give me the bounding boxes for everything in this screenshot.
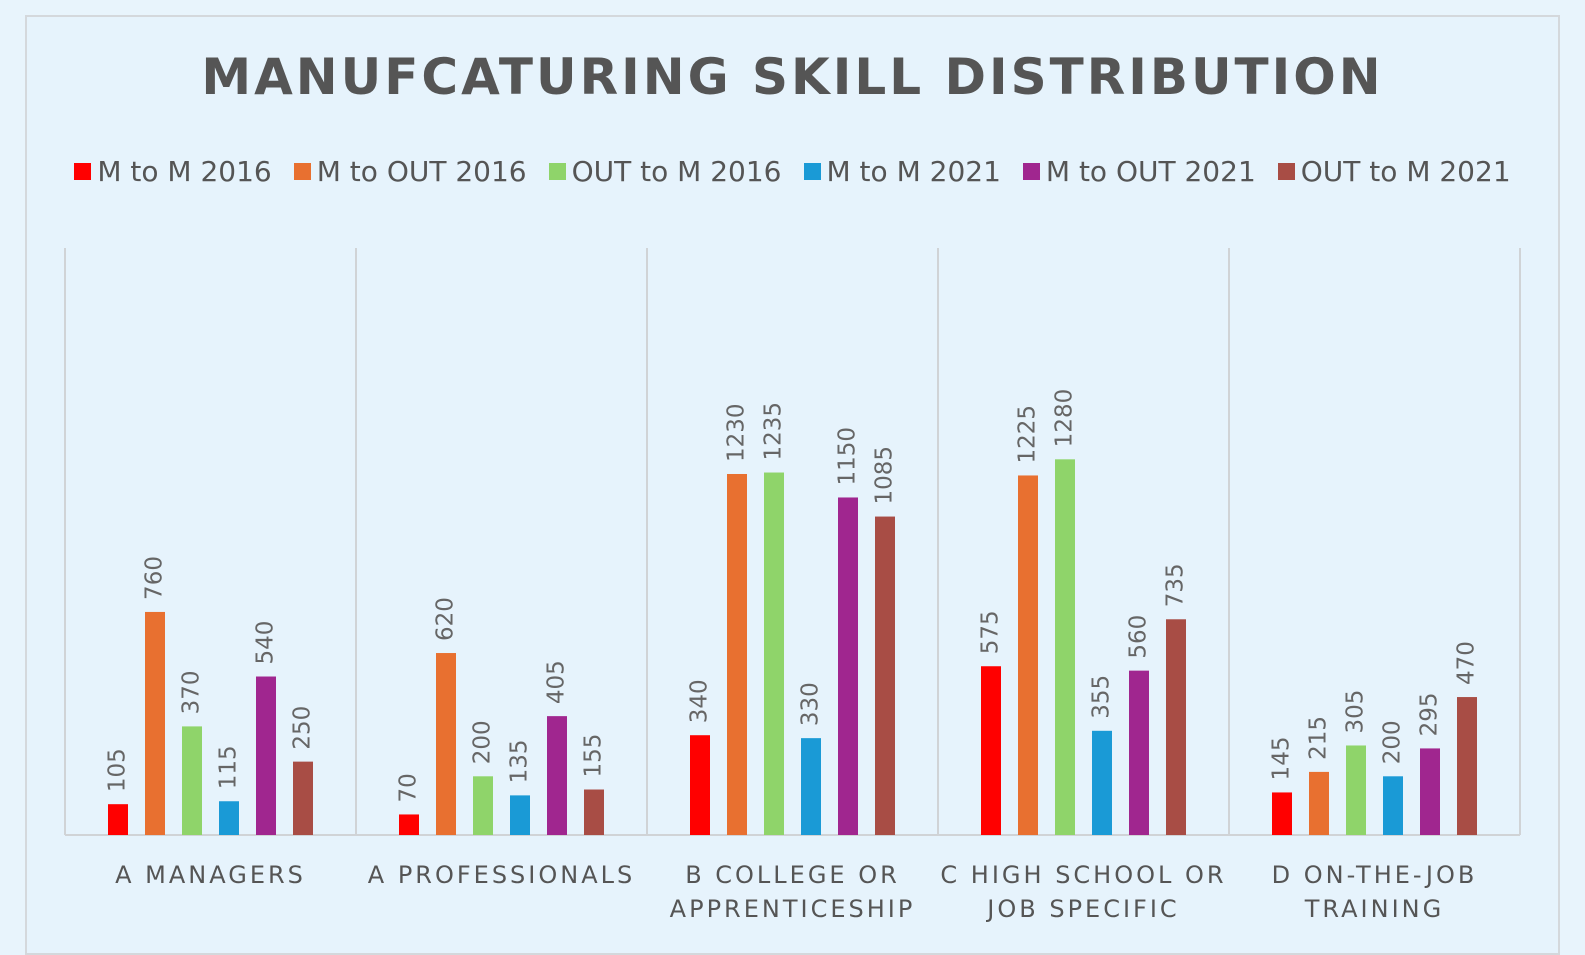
data-label: 405 [544,660,570,704]
x-tick-label: D ON-THE-JOB TRAINING [1271,861,1478,923]
data-label: 355 [1089,675,1115,719]
data-label: 1085 [872,446,898,505]
bar [690,735,710,835]
data-label: 305 [1343,690,1369,734]
bar [1092,730,1112,835]
bar [1018,475,1038,835]
bar [1383,776,1403,835]
legend-item: M to OUT 2021 [1022,155,1256,188]
data-label: 200 [1380,720,1406,764]
legend-swatch [293,163,311,180]
data-label: 735 [1163,563,1189,607]
legend-item: M to M 2016 [74,155,272,188]
data-label: 1235 [761,402,787,461]
data-label: 1280 [1052,389,1078,448]
legend-swatch [1022,163,1040,180]
bar [1166,619,1186,835]
legend-label: M to OUT 2016 [316,155,527,188]
data-label: 575 [978,610,1004,654]
data-label: 250 [290,706,316,750]
bar [256,676,276,835]
data-label: 200 [470,720,496,764]
x-tick-label: A PROFESSIONALS [367,861,636,889]
bar [1420,748,1440,835]
bar [510,795,530,835]
legend-swatch [803,163,821,180]
data-label: 340 [687,679,713,723]
x-tick-label: C HIGH SCHOOL OR JOB SPECIFIC [940,861,1227,923]
data-label: 560 [1126,615,1152,659]
bar [473,776,493,835]
legend-swatch [74,163,92,180]
data-label: 540 [253,621,279,665]
data-label: 115 [216,745,242,789]
bar [727,473,747,835]
data-label: 105 [105,748,131,792]
data-label: 70 [396,773,422,802]
data-label: 330 [798,682,824,726]
bar [801,738,821,835]
x-tick-label: A MANAGERS [115,861,306,889]
bar [875,516,895,835]
legend-label: OUT to M 2016 [571,155,782,188]
legend: M to M 2016 M to OUT 2016 OUT to M 2016 M t… [0,155,1585,188]
bar [219,801,239,835]
legend-swatch [548,163,566,180]
bar [981,666,1001,835]
bar [182,726,202,835]
data-label: 145 [1269,737,1295,781]
bar [1346,745,1366,835]
bar [399,814,419,835]
legend-swatch [1277,163,1295,180]
legend-label: OUT to M 2021 [1300,155,1511,188]
data-label: 1230 [724,403,750,462]
bar [584,789,604,835]
x-tick-label: B COLLEGE OR APPRENTICESHIP [669,861,916,923]
bar [838,497,858,835]
legend-item: M to OUT 2016 [293,155,527,188]
bar [1457,697,1477,835]
data-label: 215 [1306,716,1332,760]
legend-item: OUT to M 2016 [548,155,782,188]
data-label: 155 [581,734,607,778]
data-label: 135 [507,739,533,783]
chart-title: MANUFCATURING SKILL DISTRIBUTION [201,48,1384,106]
bar [1129,670,1149,835]
data-label: 1150 [835,427,861,486]
data-label: 370 [179,670,205,714]
data-label: 620 [433,597,459,641]
legend-label: M to OUT 2021 [1045,155,1256,188]
bar [1055,459,1075,835]
bar [764,472,784,835]
bar [1309,771,1329,835]
bar [547,716,567,835]
bar [145,611,165,835]
bar [436,653,456,835]
legend-item: M to M 2021 [803,155,1001,188]
data-label: 470 [1454,641,1480,685]
legend-item: OUT to M 2021 [1277,155,1511,188]
bar [1272,792,1292,835]
bar [108,804,128,835]
chart-frame [25,15,1560,955]
data-label: 1225 [1015,405,1041,464]
bar [293,761,313,835]
legend-label: M to M 2021 [826,155,1001,188]
data-label: 295 [1417,693,1443,737]
data-label: 760 [142,556,168,600]
legend-label: M to M 2016 [97,155,272,188]
